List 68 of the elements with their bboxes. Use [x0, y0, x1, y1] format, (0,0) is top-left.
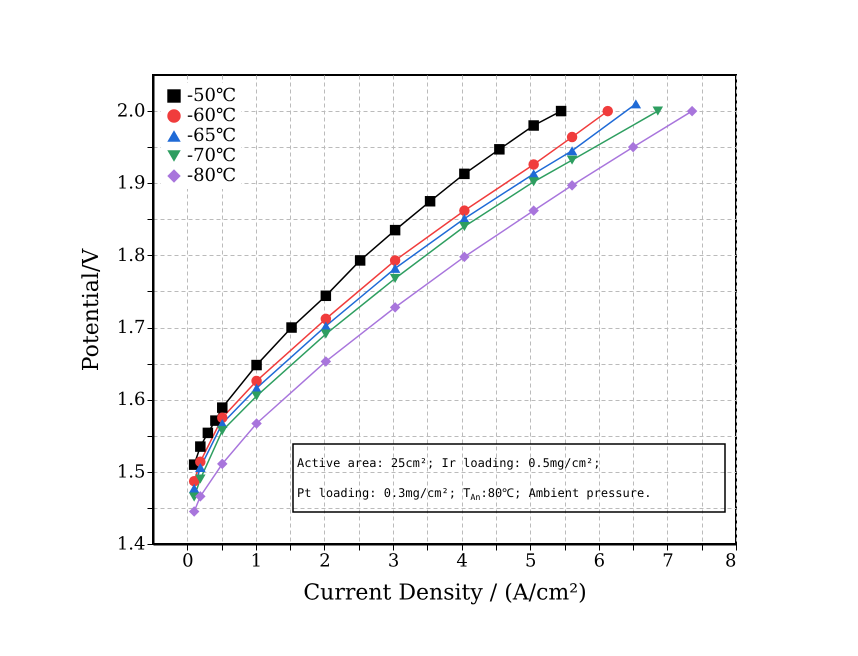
point [195, 462, 206, 472]
point [286, 322, 297, 333]
point [686, 106, 698, 116]
point [566, 146, 578, 156]
point [528, 205, 539, 216]
y-tick-label: 1.4 [116, 534, 146, 554]
point [390, 274, 400, 284]
point [354, 255, 366, 266]
x-tick-label: 3 [388, 550, 400, 572]
point [628, 142, 638, 152]
point [424, 196, 436, 207]
point [566, 180, 578, 191]
point [652, 106, 664, 116]
point [320, 356, 332, 367]
point [566, 156, 578, 165]
point [630, 99, 642, 108]
x-tick-label: 6 [594, 550, 606, 572]
point [195, 491, 206, 502]
point [566, 132, 578, 142]
y-tick-label: 1.6 [116, 389, 146, 410]
point [251, 418, 262, 429]
y-tick-label: 2.0 [116, 100, 146, 122]
point [251, 392, 262, 401]
x-tick-label: 2 [319, 550, 331, 572]
point [528, 159, 539, 170]
point [390, 224, 400, 236]
point [217, 458, 228, 470]
y-tick-label: 1.9 [116, 172, 146, 194]
point [528, 120, 539, 131]
x-tick-label: 5 [525, 550, 536, 572]
point [459, 222, 470, 232]
point [195, 474, 206, 484]
point [459, 252, 470, 262]
point [195, 441, 206, 452]
y-tick-label: 1.8 [116, 244, 146, 266]
x-axis-title: Current Density / (A/cm²) [303, 580, 587, 606]
legend-label: -65℃ [187, 125, 236, 146]
point [217, 402, 228, 413]
legend-label: -70℃ [187, 145, 236, 166]
point [320, 314, 332, 324]
point [251, 360, 262, 370]
point [459, 205, 470, 216]
point [188, 506, 200, 517]
point [494, 144, 505, 155]
point [528, 177, 539, 186]
y-axis-title: Potential/V [78, 248, 104, 372]
x-tick-label: 4 [456, 550, 468, 572]
legend-label: -60℃ [187, 105, 236, 126]
annotation: Active area: 25cm²; Ir loading: 0.5mg/cm²; [297, 456, 600, 470]
point [390, 255, 400, 266]
point [202, 428, 214, 438]
y-tick-label: 1.7 [116, 317, 146, 338]
point [217, 426, 228, 436]
point [320, 329, 332, 339]
legend-label: -50℃ [187, 85, 236, 106]
x-tick-label: 8 [725, 550, 736, 572]
x-tick-label: 1 [250, 550, 262, 572]
y-tick-label: 1.5 [116, 461, 146, 482]
point [320, 290, 332, 302]
point [390, 302, 400, 313]
legend-label: -80℃ [187, 165, 236, 186]
point [459, 168, 470, 180]
x-tick-label: 7 [662, 550, 674, 572]
x-tick-label: 0 [182, 550, 194, 572]
point [251, 376, 262, 386]
point [556, 106, 566, 116]
point [602, 106, 613, 116]
point [390, 264, 400, 273]
